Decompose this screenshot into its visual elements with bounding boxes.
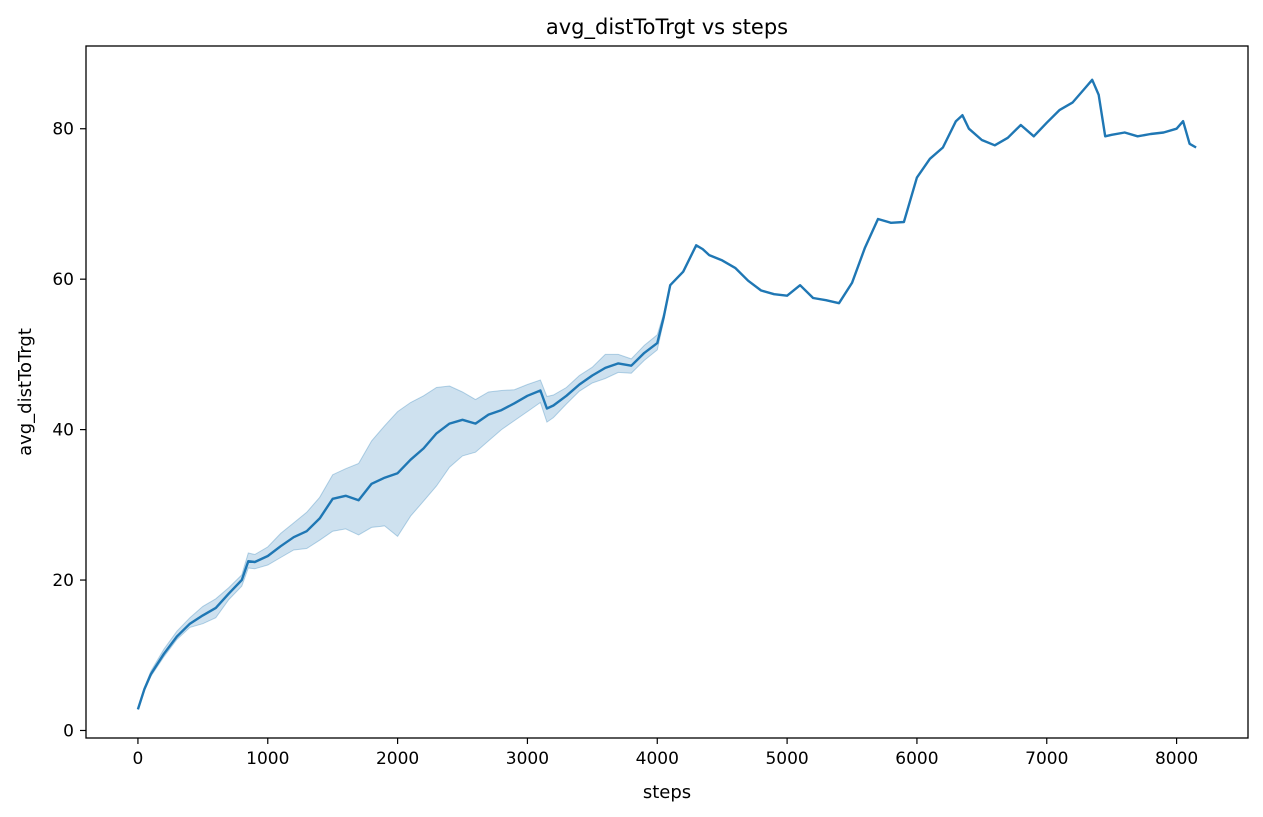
x-tick-label: 1000 [246,749,289,769]
chart-title: avg_distToTrgt vs steps [546,15,788,40]
x-tick-label: 6000 [895,749,938,769]
y-axis-ticks: 0 20 40 60 80 [52,120,86,741]
y-tick-label: 40 [52,421,74,441]
x-axis-ticks: 0 1000 2000 3000 4000 5000 6000 7000 8000 [133,738,1198,769]
x-tick-label: 5000 [765,749,808,769]
y-tick-label: 80 [52,120,74,140]
x-axis-label: steps [643,782,691,803]
y-tick-label: 20 [52,571,74,591]
x-tick-label: 3000 [506,749,549,769]
x-tick-label: 7000 [1025,749,1068,769]
y-tick-label: 60 [52,270,74,290]
y-tick-label: 0 [63,721,74,741]
x-tick-label: 4000 [636,749,679,769]
confidence-band-layer [137,78,1197,710]
x-tick-label: 8000 [1155,749,1198,769]
confidence-band [137,78,1197,710]
series-line-layer [136,78,1197,710]
plot-frame [85,45,1249,739]
x-tick-label: 2000 [376,749,419,769]
y-axis-label: avg_distToTrgt [15,328,36,456]
series-line [136,78,1197,710]
x-tick-label: 0 [133,749,144,769]
